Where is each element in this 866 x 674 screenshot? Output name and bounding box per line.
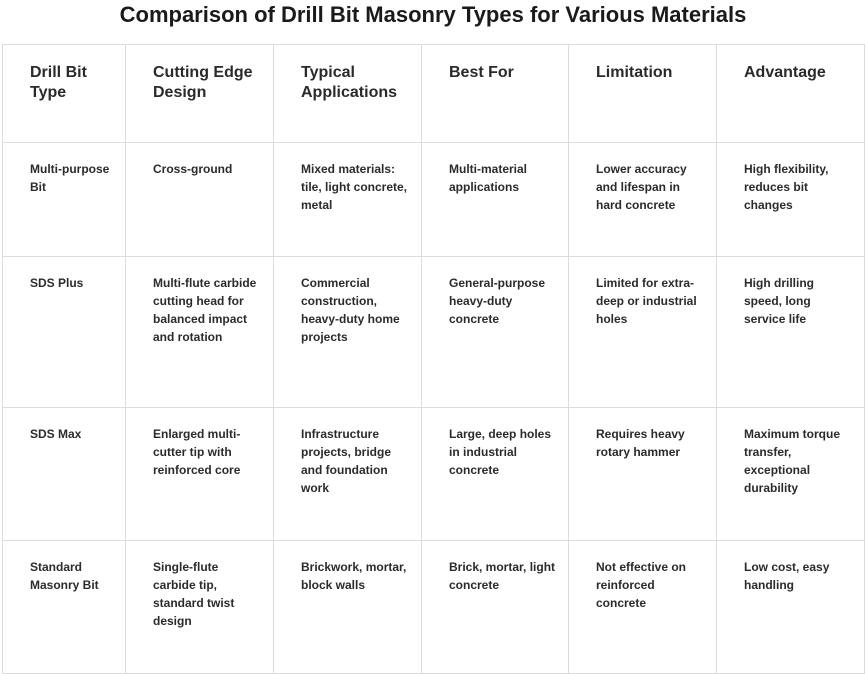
cell-best-for: Multi-material applications (421, 142, 569, 257)
table-row: Standard Masonry Bit Single-flute carbid… (2, 540, 865, 674)
table-row: SDS Plus Multi-flute carbide cutting hea… (2, 256, 865, 408)
comparison-table: Drill Bit Type Cutting Edge Design Typic… (2, 44, 865, 674)
table-row: Multi-purpose Bit Cross-ground Mixed mat… (2, 142, 865, 257)
header-typical-applications: Typical Applications (273, 44, 422, 143)
cell-typical-applications: Commercial construction, heavy-duty home… (273, 256, 422, 408)
cell-cutting-edge-design: Cross-ground (125, 142, 274, 257)
header-limitation: Limitation (568, 44, 717, 143)
cell-best-for: Brick, mortar, light concrete (421, 540, 569, 674)
cell-typical-applications: Mixed materials: tile, light concrete, m… (273, 142, 422, 257)
cell-best-for: General-purpose heavy-duty concrete (421, 256, 569, 408)
cell-drill-bit-type: SDS Max (2, 407, 126, 541)
cell-advantage: High drilling speed, long service life (716, 256, 865, 408)
cell-limitation: Not effective on reinforced concrete (568, 540, 717, 674)
cell-limitation: Lower accuracy and lifespan in hard conc… (568, 142, 717, 257)
cell-advantage: Low cost, easy handling (716, 540, 865, 674)
cell-advantage: Maximum torque transfer, exceptional dur… (716, 407, 865, 541)
cell-cutting-edge-design: Single-flute carbide tip, standard twist… (125, 540, 274, 674)
cell-best-for: Large, deep holes in industrial concrete (421, 407, 569, 541)
cell-limitation: Limited for extra-deep or industrial hol… (568, 256, 717, 408)
cell-limitation: Requires heavy rotary hammer (568, 407, 717, 541)
header-drill-bit-type: Drill Bit Type (2, 44, 126, 143)
cell-drill-bit-type: SDS Plus (2, 256, 126, 408)
page-title: Comparison of Drill Bit Masonry Types fo… (119, 2, 747, 27)
header-cutting-edge-design: Cutting Edge Design (125, 44, 274, 143)
cell-advantage: High flexibility, reduces bit changes (716, 142, 865, 257)
cell-drill-bit-type: Multi-purpose Bit (2, 142, 126, 257)
table-row: SDS Max Enlarged multi-cutter tip with r… (2, 407, 865, 541)
table-header-row: Drill Bit Type Cutting Edge Design Typic… (2, 44, 865, 143)
cell-drill-bit-type: Standard Masonry Bit (2, 540, 126, 674)
cell-cutting-edge-design: Enlarged multi-cutter tip with reinforce… (125, 407, 274, 541)
cell-typical-applications: Infrastructure projects, bridge and foun… (273, 407, 422, 541)
cell-cutting-edge-design: Multi-flute carbide cutting head for bal… (125, 256, 274, 408)
header-advantage: Advantage (716, 44, 865, 143)
comparison-table-container: Drill Bit Type Cutting Edge Design Typic… (2, 44, 865, 674)
cell-typical-applications: Brickwork, mortar, block walls (273, 540, 422, 674)
header-best-for: Best For (421, 44, 569, 143)
